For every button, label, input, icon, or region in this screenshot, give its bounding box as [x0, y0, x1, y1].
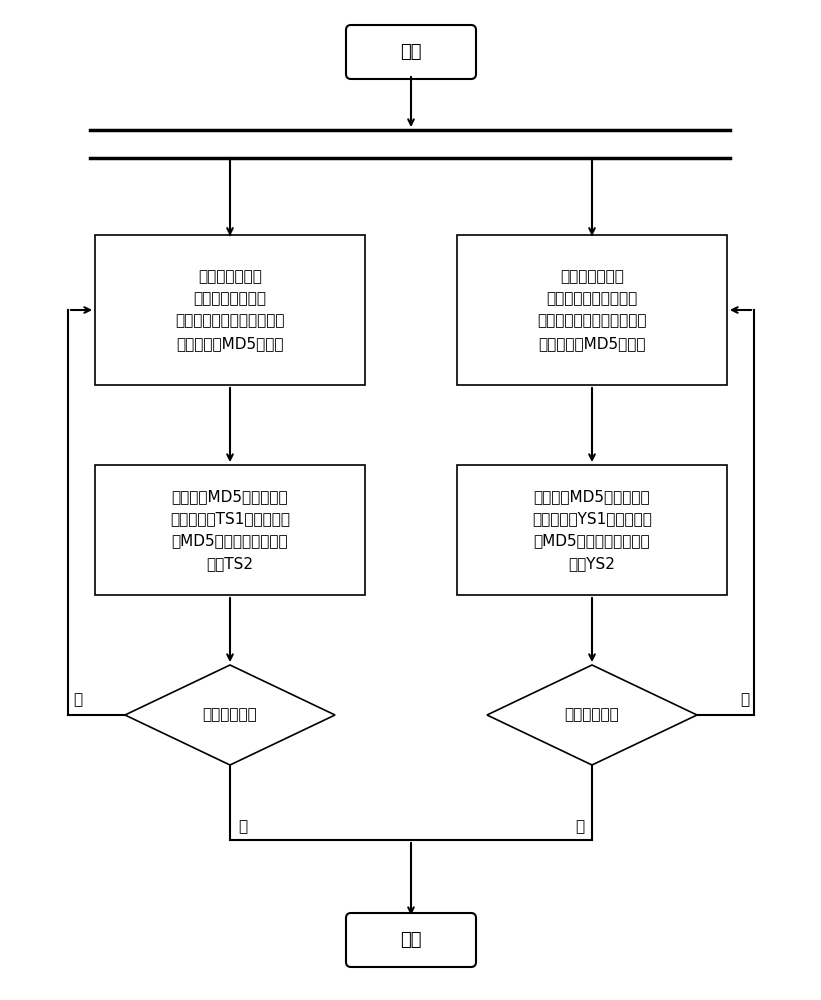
Text: 业务主键MD5散列值存入
字符串数组YS1，整条记录
的MD5散列值存入字符串
数组YS2: 业务主键MD5散列值存入 字符串数组YS1，整条记录 的MD5散列值存入字符串 … — [532, 489, 652, 571]
Bar — [457, 235, 727, 385]
Text: 开始: 开始 — [401, 43, 422, 61]
Text: 业务主键MD5散列值存入
字符串数组TS1，整条记录
的MD5散列值存入字符串
数组TS2: 业务主键MD5散列值存入 字符串数组TS1，整条记录 的MD5散列值存入字符串 … — [170, 489, 290, 571]
Text: 读取主用数据库
中的一条记录，将
主键值与其对应的整条记录
的值转化成MD5散列值: 读取主用数据库 中的一条记录，将 主键值与其对应的整条记录 的值转化成MD5散列… — [175, 269, 285, 351]
Text: 文件是否读完: 文件是否读完 — [203, 708, 257, 722]
Bar — [457, 465, 727, 595]
Polygon shape — [487, 665, 697, 765]
Polygon shape — [125, 665, 335, 765]
FancyBboxPatch shape — [346, 25, 476, 79]
Text: 读取备用数据库
中数据的一条记录，将
主键值与其对应的整条记录
的值转化成MD5散列值: 读取备用数据库 中数据的一条记录，将 主键值与其对应的整条记录 的值转化成MD5… — [537, 269, 647, 351]
Bar — [95, 235, 365, 385]
Text: 否: 否 — [740, 692, 749, 707]
Text: 是: 是 — [238, 819, 247, 834]
Text: 否: 否 — [73, 692, 82, 707]
Bar — [95, 465, 365, 595]
FancyBboxPatch shape — [346, 913, 476, 967]
Text: 是: 是 — [575, 819, 584, 834]
Text: 文件是否读完: 文件是否读完 — [565, 708, 619, 722]
Text: 结束: 结束 — [401, 931, 422, 949]
